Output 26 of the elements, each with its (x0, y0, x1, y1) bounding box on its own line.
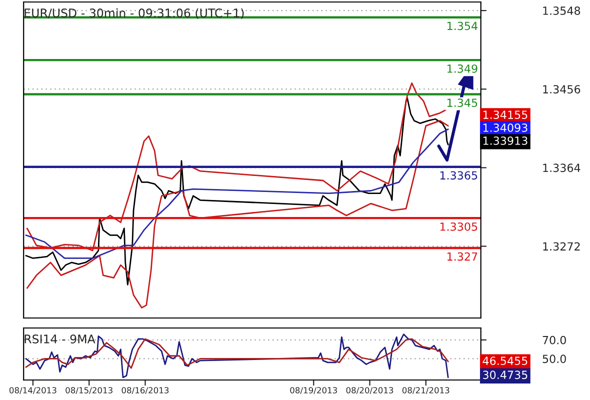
text: 1.34093 (483, 124, 528, 132)
x-tick-label: 08/14/2013 (9, 387, 56, 394)
ref-line-label: 1.3305 (440, 222, 478, 231)
text: 30.4735 (483, 370, 528, 380)
y-tick-label: 1.3364 (543, 164, 580, 172)
text: 1.33913 (483, 136, 528, 145)
y-tick-label: 1.3548 (543, 6, 580, 15)
y-tick-label: 1.3456 (543, 85, 580, 94)
ref-line-label: 1.349 (447, 64, 478, 73)
text: 46.5455 (482, 356, 528, 366)
chart-title: RSI14 - 9MA (24, 334, 96, 344)
ref-line-label: 1.3365 (440, 171, 478, 180)
y-tick-label: 1.3272 (543, 242, 580, 251)
y-tick-label: 70.0 (542, 336, 566, 344)
ref-line-label: 1.354 (447, 22, 478, 30)
ref-line-label: 1.345 (447, 98, 478, 108)
x-tick-label: 08/16/2013 (122, 387, 169, 394)
chart-title: EUR/USD - 30min - 09:31:06 (UTC+1) (24, 8, 244, 19)
line-series (25, 334, 449, 378)
ref-line-label: 1.327 (447, 252, 478, 261)
text: 1.34155 (483, 110, 528, 119)
x-tick-label: 08/20/2013 (346, 387, 394, 394)
y-tick-label: 50.0 (542, 354, 566, 364)
x-tick-label: 08/21/2013 (402, 387, 450, 394)
x-tick-label: 08/15/2013 (66, 387, 112, 394)
x-tick-label: 08/19/2013 (290, 387, 337, 394)
